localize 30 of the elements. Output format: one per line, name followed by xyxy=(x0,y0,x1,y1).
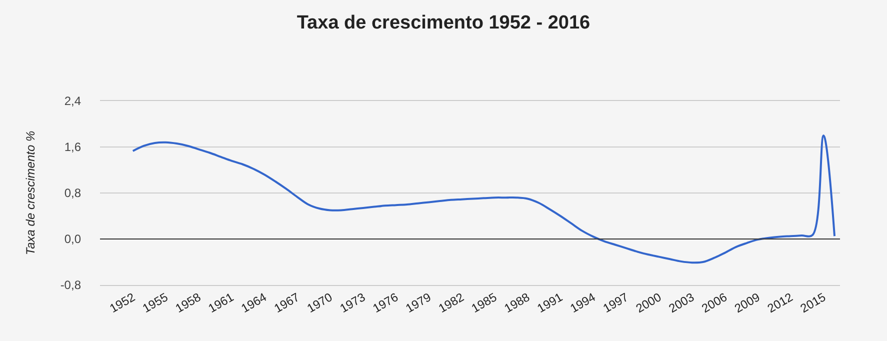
x-tick-label: 1997 xyxy=(600,290,631,316)
x-tick-label: 1961 xyxy=(206,290,236,316)
x-tick-label: 2015 xyxy=(798,290,828,316)
x-tick-label: 2003 xyxy=(666,290,697,316)
x-tick-label: 1979 xyxy=(403,290,434,316)
x-tick-label: 1994 xyxy=(568,290,598,316)
x-tick-label: 1958 xyxy=(173,290,204,316)
x-tick-label: 1991 xyxy=(534,290,566,316)
y-axis-title: Taxa de crescimento % xyxy=(24,130,38,256)
x-tick-label: 1973 xyxy=(337,290,368,316)
x-tick-label: 1988 xyxy=(502,290,532,316)
x-tick-label: 1982 xyxy=(436,290,467,316)
y-tick-label: 0,0 xyxy=(64,232,82,246)
x-tick-label: 1976 xyxy=(370,290,401,316)
x-tick-label: 1955 xyxy=(140,290,171,316)
y-tick-label: -0,8 xyxy=(60,278,82,292)
x-tick-label: 1964 xyxy=(238,290,270,316)
x-tick-label: 2006 xyxy=(699,290,730,316)
x-tick-label: 1970 xyxy=(304,290,335,316)
x-tick-label: 1952 xyxy=(107,290,138,316)
x-tick-label: 1985 xyxy=(469,290,500,316)
y-tick-label: 2,4 xyxy=(64,94,82,108)
x-tick-label: 2000 xyxy=(633,290,664,316)
line-series xyxy=(132,134,836,264)
y-tick-label: 1,6 xyxy=(64,140,82,154)
chart-title: Taxa de crescimento 1952 - 2016 xyxy=(296,12,590,34)
x-tick-label: 1967 xyxy=(272,290,302,316)
x-tick-label: 2009 xyxy=(732,290,763,316)
y-tick-label: 0,8 xyxy=(64,186,82,200)
x-tick-label: 2012 xyxy=(765,290,796,316)
